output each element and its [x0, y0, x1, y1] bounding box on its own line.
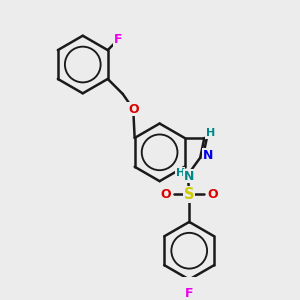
Text: O: O	[128, 103, 139, 116]
Text: F: F	[114, 33, 122, 46]
Text: N: N	[203, 149, 213, 162]
Text: F: F	[185, 287, 194, 300]
Text: H: H	[176, 167, 185, 178]
Text: S: S	[184, 187, 194, 202]
Text: N: N	[184, 169, 194, 183]
Text: O: O	[207, 188, 217, 201]
Text: H: H	[206, 128, 215, 138]
Text: O: O	[161, 188, 172, 201]
